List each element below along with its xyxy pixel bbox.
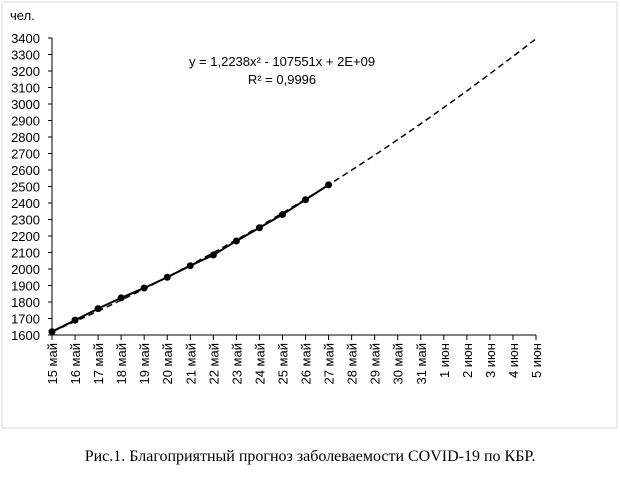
y-tick-label: 1700 (11, 312, 40, 327)
y-tick-label: 1900 (11, 279, 40, 294)
x-tick-label: 28 май (345, 343, 360, 385)
y-tick-label: 2000 (11, 262, 40, 277)
x-tick-label: 26 май (299, 343, 314, 385)
x-tick-label: 24 май (252, 343, 267, 385)
x-tick-label: 21 май (183, 343, 198, 385)
y-axis-label: чел. (10, 8, 35, 23)
point (302, 196, 310, 204)
chart-frame (1, 1, 618, 429)
x-tick-label: 1 июн (437, 343, 452, 378)
caption: Рис.1. Благоприятный прогноз заболеваемо… (85, 448, 536, 465)
y-tick-label: 1600 (11, 328, 40, 343)
trend-line (51, 38, 537, 333)
x-tick-label: 25 май (275, 343, 290, 385)
y-tick-label: 3200 (11, 64, 40, 79)
x-tick-label: 22 май (206, 343, 221, 385)
x-tick-label: 4 июн (506, 343, 521, 378)
x-tick-label: 27 май (322, 343, 337, 385)
point (209, 251, 217, 259)
y-tick-label: 2400 (11, 196, 40, 211)
y-tick-label: 2800 (11, 130, 40, 145)
x-tick-label: 16 май (68, 343, 83, 385)
x-tick-label: 20 май (160, 343, 175, 385)
y-tick-label: 2700 (11, 147, 40, 162)
x-tick-label: 31 май (414, 343, 429, 385)
y-tick-label: 2600 (11, 163, 40, 178)
point (163, 273, 171, 281)
x-tick-label: 30 май (391, 343, 406, 385)
x-tick-label: 23 май (229, 343, 244, 385)
point (232, 237, 240, 245)
y-tick-label: 2500 (11, 180, 40, 195)
y-tick-label: 3300 (11, 48, 40, 63)
x-tick-label: 17 май (91, 343, 106, 385)
y-tick-label: 2300 (11, 213, 40, 228)
y-tick-label: 2100 (11, 246, 40, 261)
y-tick-label: 2900 (11, 114, 40, 129)
x-tick-label: 19 май (137, 343, 152, 385)
x-tick-label: 2 июн (460, 343, 475, 378)
annotation: y = 1,2238x² - 107551x + 2E+09 (189, 54, 375, 69)
y-tick-label: 3100 (11, 81, 40, 96)
y-tick-label: 3400 (11, 31, 40, 46)
x-tick-label: 3 июн (483, 343, 498, 378)
x-tick-label: 5 июн (529, 343, 544, 378)
x-tick-label: 18 май (114, 343, 129, 385)
y-tick-label: 1800 (11, 295, 40, 310)
annotation: R² = 0,9996 (248, 72, 316, 87)
x-tick-label: 29 май (368, 343, 383, 385)
y-tick-label: 2200 (11, 229, 40, 244)
x-tick-label: 15 май (45, 343, 60, 385)
point (117, 294, 125, 302)
y-tick-label: 3000 (11, 97, 40, 112)
